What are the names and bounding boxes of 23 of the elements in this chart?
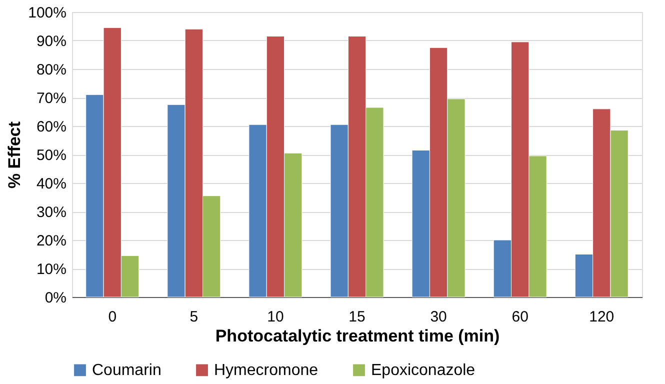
y-tick-label: 50%: [36, 147, 66, 164]
legend-label: Epoxiconazole: [371, 362, 476, 380]
x-tick-label: 30: [430, 308, 447, 326]
x-tick-label: 0: [108, 308, 117, 326]
y-axis-title: % Effect: [5, 121, 24, 189]
x-axis-title: Photocatalytic treatment time (min): [215, 326, 500, 346]
legend-label: Coumarin: [92, 362, 162, 380]
y-tick-label: 80%: [36, 62, 66, 78]
x-tick-label: 5: [190, 308, 198, 326]
y-tick-label: 100%: [28, 4, 66, 22]
y-tick-label: 0%: [44, 290, 66, 306]
y-tick-label: 70%: [36, 90, 66, 107]
y-tick-label: 90%: [36, 33, 66, 50]
x-tick-label: 120: [589, 308, 614, 326]
y-tick-label: 10%: [36, 261, 66, 278]
legend-label: Hymecromone: [214, 362, 318, 380]
y-tick-label: 20%: [36, 232, 66, 250]
y-tick-label: 30%: [36, 204, 66, 221]
x-tick-label: 60: [512, 308, 528, 326]
x-tick-label: 15: [348, 308, 366, 326]
y-tick-label: 60%: [36, 118, 66, 136]
x-tick-label: 10: [267, 308, 284, 326]
y-tick-label: 40%: [36, 176, 66, 192]
